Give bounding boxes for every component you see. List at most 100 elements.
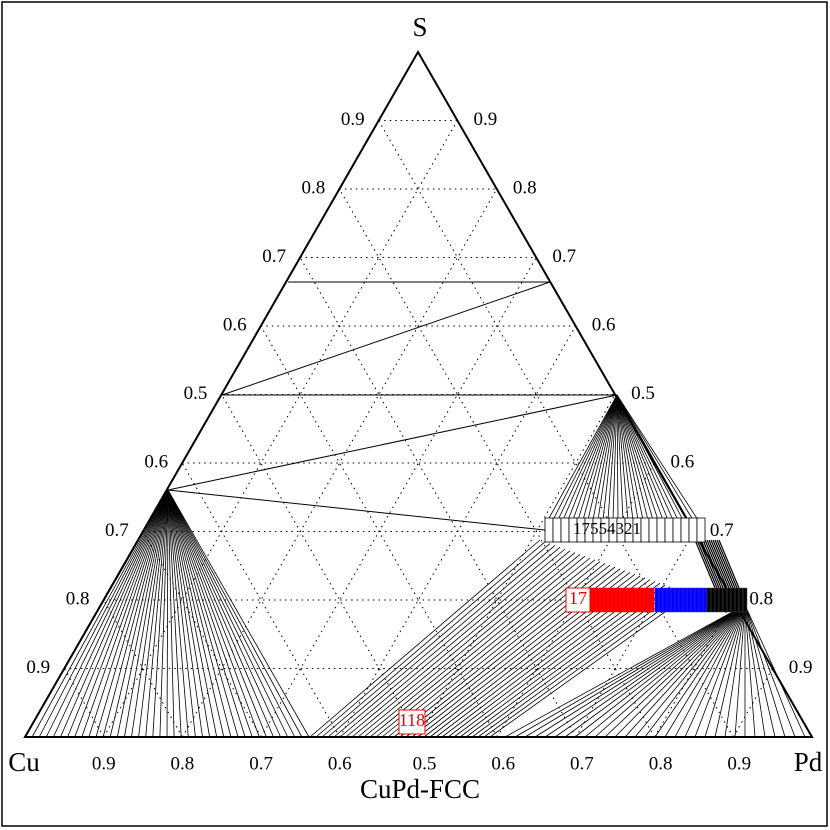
triangle: [23, 49, 814, 738]
tie-line: [351, 552, 576, 738]
box: [544, 517, 554, 543]
tie-line: [339, 548, 566, 738]
tie-line: [594, 604, 746, 738]
tie-line: [95, 489, 169, 738]
tie-line: [704, 604, 746, 738]
tie-line: [369, 557, 591, 738]
tie-line: [381, 561, 601, 738]
box: [696, 517, 706, 543]
tick-label: 0.6: [491, 753, 515, 774]
tick-label: 0.9: [727, 753, 751, 774]
tie-line: [167, 489, 196, 738]
box: [710, 587, 716, 613]
tie-line: [574, 604, 746, 738]
tie-line: [744, 604, 776, 738]
tie-line: [562, 394, 618, 521]
tie-line: [616, 394, 694, 521]
tie-line: [159, 489, 169, 738]
tie-line: [616, 394, 634, 521]
corner-label: Cu: [8, 747, 40, 777]
tie-line: [634, 604, 746, 738]
tie-line: [612, 394, 618, 521]
tick-label: 0.7: [552, 246, 576, 267]
box: [658, 587, 664, 613]
box: [672, 517, 682, 543]
tie-line: [375, 559, 596, 738]
tie-line: [327, 545, 556, 738]
tie-line: [604, 604, 746, 738]
tie-line: [587, 394, 618, 521]
tie-line: [116, 489, 169, 738]
tie-line: [333, 546, 561, 738]
grid-line: [378, 120, 734, 738]
tie-line: [572, 394, 618, 521]
tie-line: [489, 593, 691, 738]
tick-label: 0.8: [302, 177, 326, 198]
phase-boxes: [398, 517, 748, 735]
tie-line: [31, 489, 169, 738]
tie-line: [616, 394, 659, 521]
tie-line: [357, 554, 581, 738]
tie-line: [674, 604, 746, 738]
tie-line: [616, 394, 644, 521]
box: [726, 587, 732, 613]
box: [633, 587, 639, 613]
tie-line: [53, 489, 169, 738]
box: [625, 587, 631, 613]
grid-line: [103, 120, 458, 738]
grid-line: [732, 668, 774, 738]
tick-label: 0.8: [649, 753, 673, 774]
tick-label: 0.6: [671, 451, 695, 472]
tie-line: [167, 489, 203, 738]
tie-line: [534, 604, 746, 738]
box: [552, 517, 562, 543]
tie-line: [744, 604, 796, 738]
tick-label: 0.9: [92, 753, 116, 774]
tie-line: [624, 604, 746, 738]
box-label: 17: [569, 588, 587, 608]
box: [682, 587, 688, 613]
tie-line: [167, 489, 182, 738]
tick-label: 0.7: [262, 246, 286, 267]
tie-line: [167, 489, 303, 738]
tick-label: 0.7: [710, 520, 734, 541]
box: [688, 517, 698, 543]
grid-line: [142, 531, 262, 738]
tie-line: [644, 604, 746, 738]
tie-line: [552, 394, 618, 521]
tie-line: [67, 489, 169, 738]
tie-line: [597, 394, 618, 521]
tie-line: [616, 394, 699, 521]
tie-line: [167, 489, 210, 738]
tie-line: [524, 604, 746, 738]
tie-line: [167, 489, 253, 738]
box: [609, 587, 615, 613]
grid-line: [575, 531, 695, 738]
tie-line: [88, 489, 169, 738]
tie-line: [616, 394, 619, 521]
box: [605, 587, 611, 613]
box: [722, 587, 728, 613]
tie-line: [315, 541, 546, 738]
tick-label: 0.5: [413, 753, 437, 774]
grid-line: [338, 188, 656, 738]
tie-line: [167, 489, 289, 738]
tick-label: 0.9: [789, 657, 813, 678]
tick-label: 0.8: [171, 753, 195, 774]
box: [654, 587, 660, 613]
tie-line: [167, 489, 175, 738]
tie-line: [167, 489, 281, 738]
grid-line: [299, 257, 577, 738]
tick-label: 0.8: [513, 177, 537, 198]
tie-line: [714, 604, 746, 738]
tie-line: [138, 489, 169, 738]
tie-line: [321, 543, 551, 738]
box: [597, 587, 603, 613]
tie-line: [557, 394, 618, 521]
box: [641, 587, 647, 613]
tick-label: 0.9: [474, 109, 498, 130]
tick-label: 0.6: [592, 314, 616, 335]
box: [645, 587, 651, 613]
box: [670, 587, 676, 613]
